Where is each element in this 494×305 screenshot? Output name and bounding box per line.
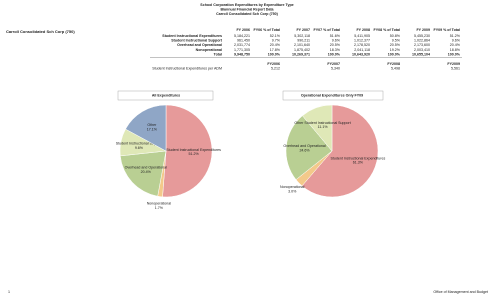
- column-header: FY08 % of Total: [374, 28, 401, 32]
- row-label: Student Instructional Expenditures: [162, 34, 222, 38]
- cell: 9,948,750: [234, 52, 250, 56]
- cell: 1,771,305: [234, 48, 250, 52]
- row-label: Overhead and Operational: [177, 43, 222, 47]
- cell: 5,455,230: [414, 34, 430, 38]
- column-header: FY2008: [387, 62, 400, 66]
- side-label: Carroll Consolidated Sch Corp (750): [6, 29, 75, 34]
- cell: 51.6%: [330, 34, 341, 38]
- subtitle: Biannual Financial Report Data: [220, 7, 274, 11]
- row-label: Nonoperational: [196, 48, 222, 52]
- slice-label: Nonoperational: [147, 201, 172, 205]
- corporation: Carroll Consolidated Sch Corp (750): [216, 12, 279, 16]
- cell: 961,450: [237, 39, 250, 43]
- cell: 100.0%: [268, 52, 281, 56]
- column-header: FY 2008: [356, 28, 370, 32]
- slice-value: 51.2%: [188, 152, 199, 156]
- cell: 52.1%: [270, 34, 281, 38]
- cell: 5,302,118: [294, 34, 310, 38]
- cell: 5,340: [331, 66, 340, 70]
- cell: 1,875,402: [294, 48, 310, 52]
- pie-slice: [302, 104, 333, 152]
- cell: 20.4%: [270, 43, 281, 47]
- pie-slice: [285, 115, 333, 180]
- pie-title-box: [282, 90, 384, 101]
- slice-label: Overhead and Operational: [283, 144, 326, 148]
- cell: 20.4%: [450, 43, 461, 47]
- row-label: Student Instructional Support: [171, 39, 223, 43]
- slice-label: Nonoperational: [280, 185, 305, 189]
- cell: 18.8%: [450, 48, 461, 52]
- slice-value: 17.1%: [147, 127, 158, 131]
- cell: 9.6%: [332, 39, 341, 43]
- slice-value: 24.6%: [299, 148, 310, 152]
- cell: 51.2%: [450, 34, 461, 38]
- column-header: FY 2006: [236, 28, 250, 32]
- cell: 100.0%: [328, 52, 341, 56]
- column-header: FY06 % of Total: [254, 28, 281, 32]
- cell: 10,655,104: [412, 52, 430, 56]
- column-header: FY09 % of Total: [434, 28, 461, 32]
- cell: 19.2%: [390, 48, 401, 52]
- column-header: FY07 % of Total: [314, 28, 341, 32]
- title: School Corporation Expenditures by Expen…: [200, 3, 293, 7]
- row-label: Total: [214, 52, 222, 56]
- slice-value: 1.7%: [155, 206, 164, 210]
- cell: 10,643,920: [352, 52, 370, 56]
- cell: 990,211: [297, 39, 310, 43]
- pie-slice: [119, 150, 167, 197]
- page-number: 1: [8, 290, 10, 294]
- pie-slice: [162, 104, 213, 198]
- pie-slice: [125, 104, 167, 152]
- slice-label: Other Student Instructional Support: [294, 121, 350, 125]
- slice-label: Student Instructional Expenditures: [331, 156, 386, 160]
- cell: 2,003,410: [414, 48, 430, 52]
- slice-value: 61.3%: [353, 161, 364, 165]
- column-header: FY2006: [267, 62, 280, 66]
- column-header: FY2007: [327, 62, 340, 66]
- cell: 9.6%: [452, 39, 461, 43]
- cell: 5,561: [451, 66, 460, 70]
- cell: 5,498: [391, 66, 400, 70]
- cell: 20.5%: [390, 43, 401, 47]
- pie-slice: [301, 104, 379, 198]
- cell: 5,184,221: [234, 34, 250, 38]
- cell: 50.8%: [390, 34, 401, 38]
- cell: 100.0%: [388, 52, 401, 56]
- slice-value: 9.6%: [135, 146, 144, 150]
- cell: 5,411,905: [354, 34, 370, 38]
- cell: 9.5%: [392, 39, 401, 43]
- pie-title: All Expenditures: [152, 93, 180, 97]
- cell: 2,031,774: [234, 43, 250, 47]
- cell: 18.3%: [330, 48, 341, 52]
- slice-value: 3.0%: [288, 189, 297, 193]
- slice-label: Overhead and Operational: [125, 166, 168, 170]
- cell: 100.0%: [448, 52, 461, 56]
- office: Office of Management and Budget: [433, 290, 488, 294]
- cell: 20.5%: [330, 43, 341, 47]
- slice-label: Student Instructional Expenditures: [166, 148, 221, 152]
- slice-value: 11.1%: [318, 125, 329, 129]
- cell: 2,178,520: [354, 43, 370, 47]
- cell: 17.8%: [270, 48, 281, 52]
- pie-title: Operational Expenditures Only FY09: [301, 93, 363, 97]
- column-header: FY2009: [447, 62, 460, 66]
- slice-value: 20.4%: [141, 170, 152, 174]
- cell: 1,012,377: [354, 39, 370, 43]
- column-header: FY 2007: [296, 28, 310, 32]
- cell: 2,101,640: [294, 43, 310, 47]
- slice-label: Other: [147, 123, 157, 127]
- pie-title-box: [117, 90, 214, 101]
- cell: 2,041,118: [354, 48, 370, 52]
- row-label: Student Instructional Expenditures per A…: [152, 66, 222, 70]
- cell: 2,173,600: [414, 43, 430, 47]
- slice-label: Student Instructional Support: [116, 141, 162, 145]
- cell: 5,212: [271, 66, 280, 70]
- column-header: FY 2009: [416, 28, 430, 32]
- cell: 1,022,864: [414, 39, 430, 43]
- cell: 9.7%: [272, 39, 281, 43]
- cell: 10,269,371: [292, 52, 310, 56]
